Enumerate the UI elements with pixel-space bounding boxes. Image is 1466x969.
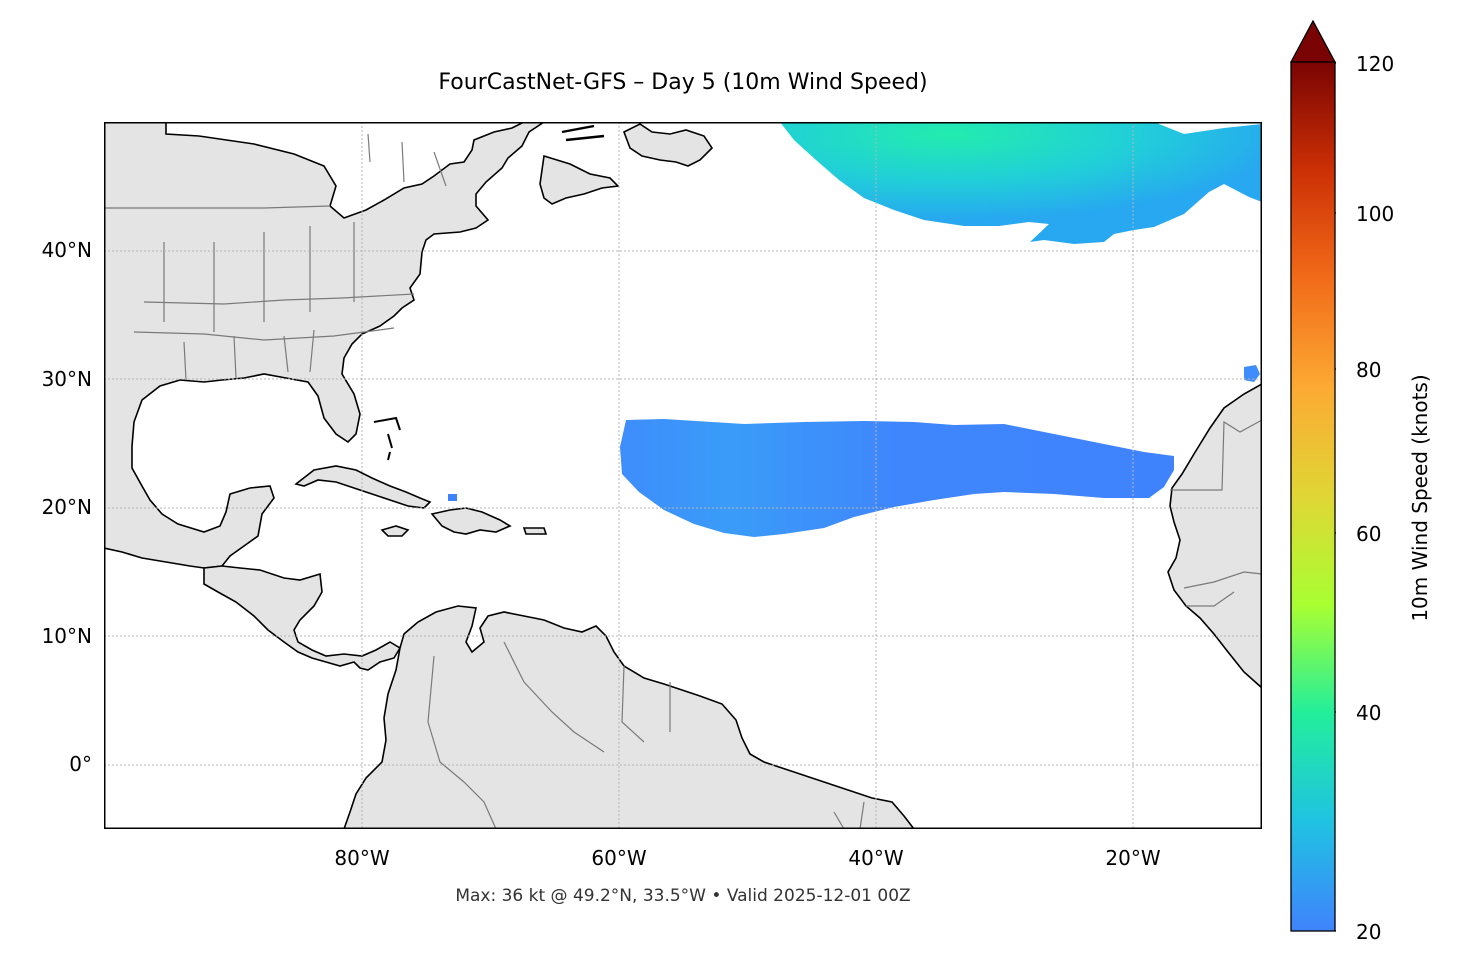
map-title: FourCastNet-GFS – Day 5 (10m Wind Speed) xyxy=(438,70,928,95)
colorbar-gradient xyxy=(1290,61,1336,932)
land-gulf-islands xyxy=(561,124,605,142)
lon-label-40w: 40°W xyxy=(848,846,904,870)
country-borders xyxy=(104,133,1262,829)
lat-label-0: 0° xyxy=(69,752,92,776)
lat-label-10n: 10°N xyxy=(41,624,92,648)
colorbar xyxy=(1289,19,1342,932)
land-newfoundland xyxy=(622,123,714,167)
land-nova-scotia xyxy=(539,154,620,205)
colorbar-tick-20: 20 xyxy=(1356,920,1382,944)
colorbar-label: 10m Wind Speed (knots) xyxy=(1408,374,1432,622)
map-svg xyxy=(104,122,1262,829)
land-cuba xyxy=(294,465,432,509)
colorbar-tick-80: 80 xyxy=(1356,358,1382,382)
wind-field-small xyxy=(448,494,457,501)
wind-field-azores xyxy=(1244,365,1260,382)
colorbar-tick-120: 120 xyxy=(1356,52,1395,76)
colorbar-svg xyxy=(1289,19,1342,932)
footer-info: Max: 36 kt @ 49.2°N, 33.5°W • Valid 2025… xyxy=(455,886,911,906)
land-north-america xyxy=(104,122,546,569)
lon-label-20w: 20°W xyxy=(1105,846,1161,870)
land-bahamas xyxy=(373,416,401,461)
colorbar-extend-arrow xyxy=(1289,19,1337,63)
colorbar-tick-40: 40 xyxy=(1356,701,1382,725)
colorbar-tick-60: 60 xyxy=(1356,522,1382,546)
land-jamaica xyxy=(380,525,410,537)
lat-label-30n: 30°N xyxy=(41,367,92,391)
lon-label-80w: 80°W xyxy=(334,846,390,870)
land-puerto-rico xyxy=(522,527,548,535)
colorbar-tick-100: 100 xyxy=(1356,202,1395,226)
lat-label-40n: 40°N xyxy=(41,238,92,262)
map-area[interactable] xyxy=(104,122,1262,829)
land-africa xyxy=(1167,383,1262,690)
land-south-america xyxy=(343,605,916,829)
lon-label-60w: 60°W xyxy=(591,846,647,870)
map-gridlines xyxy=(104,122,1262,829)
lat-label-20n: 20°N xyxy=(41,495,92,519)
map-border xyxy=(104,122,1262,829)
land-central-america xyxy=(203,565,402,671)
land-hispaniola xyxy=(430,507,512,535)
wind-field-subtropical xyxy=(620,419,1174,537)
wind-field-north xyxy=(780,122,1262,244)
